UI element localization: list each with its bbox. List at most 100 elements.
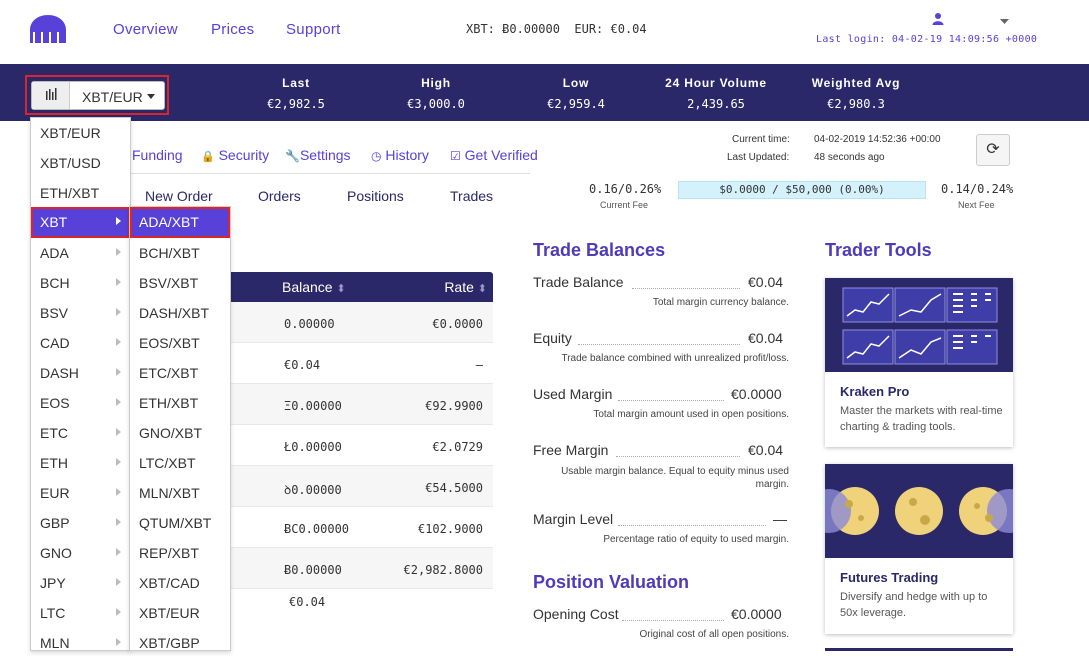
submenu-item-label: XBT/CAD [139, 575, 200, 591]
row-balance: 0.00000 [284, 317, 335, 331]
check-square-icon: ☑ [450, 149, 461, 163]
menu-item-label: BCH [40, 275, 70, 291]
card-desc: Diversify and hedge with up to 50x lever… [840, 591, 988, 619]
futures-trading-card[interactable]: Futures Trading Diversify and hedge with… [825, 464, 1013, 634]
last-updated-label: Last Updated: [727, 152, 790, 163]
submenu-item[interactable]: BCH/XBT [130, 238, 230, 268]
nav-support[interactable]: Support [286, 21, 341, 38]
row-balance: ꝺ0.00000 [284, 483, 342, 497]
caret-down-icon [147, 94, 155, 99]
chevron-right-icon [116, 518, 121, 526]
menu-item-xbt-selected[interactable]: XBT [31, 207, 130, 238]
chevron-right-icon [116, 638, 121, 646]
col-balance[interactable]: Balance ⬍ [282, 279, 346, 295]
menu-item-label: GNO [40, 545, 72, 561]
submenu-item-label: QTUM/XBT [139, 515, 212, 531]
menu-item[interactable]: ADA [31, 238, 130, 268]
ticker-last: Last €2,982.5 [236, 76, 356, 111]
row-balance: €0.04 [284, 358, 321, 372]
subnav-funding[interactable]: Funding [132, 147, 183, 163]
submenu-item-label: XBT/EUR [139, 605, 200, 621]
pair-selector-button[interactable]: XBT/EUR [31, 81, 165, 110]
submenu-item-label: ETH/XBT [139, 395, 199, 411]
ticker-value: €2,959.4 [547, 97, 605, 111]
menu-item[interactable]: LTC [31, 598, 130, 628]
col-rate[interactable]: Rate ⬍ [444, 279, 487, 295]
submenu-item[interactable]: XBT/GBP [130, 628, 230, 658]
submenu-item[interactable]: REP/XBT [130, 538, 230, 568]
balance-total: €0.04 [289, 595, 326, 609]
tab-new-order[interactable]: New Order [145, 188, 213, 204]
free-margin-label: Free Margin [533, 442, 609, 458]
ticker-low: Low €2,959.4 [516, 76, 636, 111]
menu-item[interactable]: XBT/EUR [31, 118, 130, 148]
next-card-edge [825, 648, 1013, 651]
submenu-item[interactable]: ETH/XBT [130, 388, 230, 418]
kraken-pro-card[interactable]: Kraken Pro Master the markets with real-… [825, 278, 1013, 447]
menu-item[interactable]: GBP [31, 508, 130, 538]
submenu-item[interactable]: BSV/XBT [130, 268, 230, 298]
submenu-item[interactable]: MLN/XBT [130, 478, 230, 508]
refresh-icon: ⟳ [986, 141, 1000, 158]
ticker-label: Last [282, 76, 310, 90]
table-row: Ł0.00000 €2.0729 [230, 425, 493, 466]
submenu-item[interactable]: LTC/XBT [130, 448, 230, 478]
tab-positions[interactable]: Positions [347, 188, 404, 204]
nav-prices[interactable]: Prices [211, 21, 255, 38]
tab-trades[interactable]: Trades [450, 188, 494, 204]
menu-item[interactable]: JPY [31, 568, 130, 598]
chevron-right-icon [116, 458, 121, 466]
menu-item[interactable]: DASH [31, 358, 130, 388]
ticker-label: Weighted Avg [811, 76, 901, 90]
menu-item[interactable]: BSV [31, 298, 130, 328]
margin-level-desc: Percentage ratio of equity to used margi… [603, 534, 789, 545]
menu-item-label: XBT [40, 214, 68, 230]
menu-item[interactable]: XBT/USD [31, 148, 130, 178]
tab-orders[interactable]: Orders [258, 188, 301, 204]
submenu-item[interactable]: XBT/CAD [130, 568, 230, 598]
subnav-settings-label: Settings [299, 147, 351, 163]
menu-item[interactable]: MLN [31, 628, 130, 658]
submenu-item-label: BSV/XBT [139, 275, 199, 291]
nav-overview[interactable]: Overview [113, 21, 178, 38]
subnav-get-verified[interactable]: ☑ Get Verified [450, 147, 538, 163]
sort-icon: ⬍ [336, 283, 346, 295]
chevron-right-icon [116, 608, 121, 616]
subnav-security[interactable]: 🔒 Security [201, 147, 269, 163]
user-menu[interactable] [932, 12, 1012, 33]
opening-cost-label: Opening Cost [533, 606, 619, 622]
menu-item[interactable]: ETH/XBT [31, 178, 130, 208]
submenu-item[interactable]: QTUM/XBT [130, 508, 230, 538]
chevron-right-icon [116, 338, 121, 346]
free-margin-desc: Usable margin balance. Equal to equity m… [561, 466, 789, 490]
menu-item[interactable]: BCH [31, 268, 130, 298]
trade-balances-title: Trade Balances [533, 240, 666, 260]
refresh-button[interactable]: ⟳ [976, 134, 1010, 166]
subnav-settings[interactable]: 🔧Settings [285, 147, 351, 163]
menu-item[interactable]: EUR [31, 478, 130, 508]
submenu-item[interactable]: GNO/XBT [130, 418, 230, 448]
used-margin-desc: Total margin amount used in open positio… [593, 409, 789, 420]
pair-label: XBT/EUR [82, 89, 143, 105]
menu-item[interactable]: ETH [31, 448, 130, 478]
submenu-item-label: ETC/XBT [139, 365, 199, 381]
row-rate: €54.5000 [425, 481, 483, 495]
menu-item[interactable]: CAD [31, 328, 130, 358]
menu-item[interactable]: EOS [31, 388, 130, 418]
submenu-item[interactable]: ETC/XBT [130, 358, 230, 388]
subnav-history[interactable]: ◷ History [371, 147, 429, 163]
balance-xbt: XBT: Ƀ0.00000 [466, 22, 560, 36]
submenu-item[interactable]: DASH/XBT [130, 298, 230, 328]
submenu-item-label: ADA/XBT [139, 214, 199, 230]
submenu-item-selected[interactable]: ADA/XBT [130, 207, 230, 238]
menu-item[interactable]: GNO [31, 538, 130, 568]
menu-item[interactable]: ETC [31, 418, 130, 448]
trade-balance-value: €0.04 [748, 274, 784, 290]
kraken-pro-image [825, 278, 1013, 372]
subnav-verified-label: Get Verified [464, 147, 538, 163]
kraken-logo[interactable] [28, 14, 68, 49]
submenu-item[interactable]: EOS/XBT [130, 328, 230, 358]
submenu-item[interactable]: XBT/EUR [130, 598, 230, 628]
col-balance-label: Balance [282, 279, 333, 295]
ticker-label: Low [562, 76, 590, 90]
